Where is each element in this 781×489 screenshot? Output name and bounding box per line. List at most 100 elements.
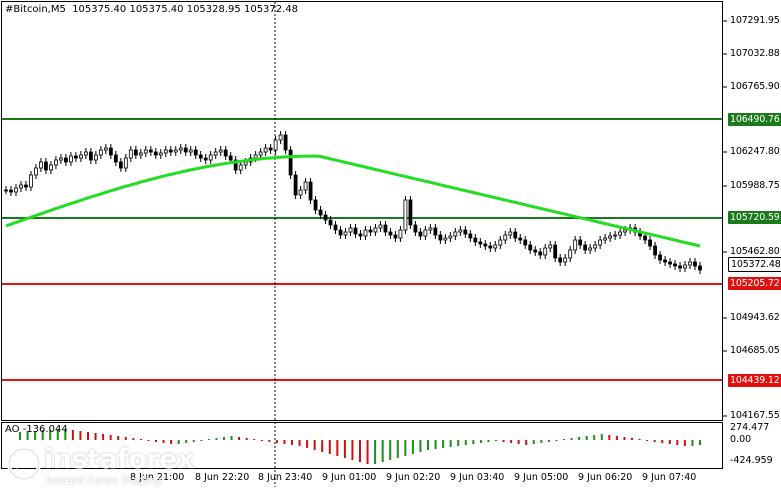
candle-body [573, 239, 578, 251]
candle-body [523, 239, 528, 246]
ao-bar [525, 440, 528, 445]
candle-body [263, 147, 268, 153]
candle-body [98, 149, 103, 156]
ao-bar [366, 440, 369, 464]
candle-body [123, 157, 128, 169]
candle-body [403, 199, 408, 231]
candle-body [19, 184, 23, 189]
candle-body [69, 155, 73, 163]
ao-bar [547, 440, 550, 442]
ao-bar [124, 437, 127, 440]
candle-body [553, 244, 558, 259]
ao-bar [238, 437, 241, 440]
candle-body [238, 164, 243, 171]
candle-body [688, 261, 692, 266]
candle-body [673, 263, 677, 267]
candle-body [333, 224, 338, 231]
candle-body [498, 239, 503, 246]
ao-bar [162, 440, 165, 443]
candle-body [398, 229, 403, 239]
candle-body [73, 155, 78, 159]
price-chart-area[interactable] [1, 1, 723, 421]
chart-title: #Bitcoin,M5 105375.40 105375.40 105328.9… [5, 4, 299, 15]
candle-body [438, 234, 443, 241]
candle-body [608, 235, 613, 239]
price-tick: 107032.88 [730, 48, 780, 59]
ao-bar [411, 440, 414, 454]
ao-bar [479, 440, 482, 443]
price-tick: 107291.95 [730, 15, 780, 26]
ao-bar [668, 440, 671, 444]
ao-bar [298, 440, 301, 446]
price-tick: 106765.90 [730, 81, 780, 92]
candle-body [563, 257, 568, 263]
ao-bar [631, 438, 633, 440]
candle-body [113, 154, 118, 163]
candle-body [653, 245, 657, 256]
candle-body [618, 231, 623, 236]
candle-body [148, 149, 153, 153]
price-tick: 105462.80 [730, 246, 780, 257]
ao-bar [661, 440, 664, 443]
candle-body [458, 229, 463, 233]
candle-body [83, 151, 88, 156]
indicator-area[interactable] [1, 422, 723, 469]
candle-body [188, 149, 193, 153]
ao-bar [676, 440, 679, 445]
time-tick: 9 Jun 05:00 [514, 472, 569, 483]
ao-bar [457, 440, 460, 446]
ao-bar [646, 440, 649, 441]
ao-bar [517, 440, 520, 444]
candle-body [143, 149, 148, 154]
ao-bar [313, 440, 316, 450]
candle-body [343, 231, 348, 236]
candle-body [153, 151, 158, 156]
ao-bar [132, 438, 135, 440]
candle-body [528, 244, 533, 251]
ao-bar [638, 439, 641, 440]
candle-body [698, 265, 702, 271]
candle-body [183, 147, 188, 153]
candle-body [223, 149, 228, 157]
candle-body [213, 151, 218, 156]
candle-body [24, 184, 28, 188]
ao-bar [464, 440, 467, 445]
time-tick: 9 Jun 03:40 [450, 472, 505, 483]
candle-body [54, 159, 58, 166]
candle-body [103, 147, 108, 151]
candle-body [218, 149, 223, 153]
candle-body [443, 237, 448, 241]
candle-body [29, 174, 33, 188]
candle-body [158, 152, 163, 156]
ao-bar [215, 438, 218, 440]
candle-body [328, 219, 333, 226]
time-tick: 9 Jun 06:20 [578, 472, 633, 483]
ao-bar [253, 439, 256, 440]
ao-bar [109, 435, 112, 440]
level-tag-resistance-1: 106490.76 [728, 113, 781, 126]
ao-bar [351, 440, 354, 460]
ao-bar [49, 430, 52, 440]
candle-body [503, 234, 508, 241]
ao-bar [34, 431, 37, 440]
candle-body [353, 227, 358, 235]
candle-body [133, 149, 138, 156]
candle-body [518, 237, 523, 241]
candle-body [598, 239, 603, 246]
ao-bar [275, 440, 278, 443]
candle-body [533, 249, 538, 253]
ao-axis-tick: 0.00 [730, 434, 752, 445]
price-tick: 104943.62 [730, 312, 780, 323]
ao-bar [268, 440, 271, 442]
candle-body [118, 161, 123, 169]
ao-bar [442, 440, 445, 448]
ao-bar [64, 429, 67, 440]
ao-bar [200, 440, 203, 441]
candle-body [363, 229, 368, 237]
candle-body [208, 154, 213, 161]
ao-axis-tick: -424.959 [730, 455, 773, 466]
candle-body [578, 239, 583, 246]
candle-body [643, 235, 647, 241]
